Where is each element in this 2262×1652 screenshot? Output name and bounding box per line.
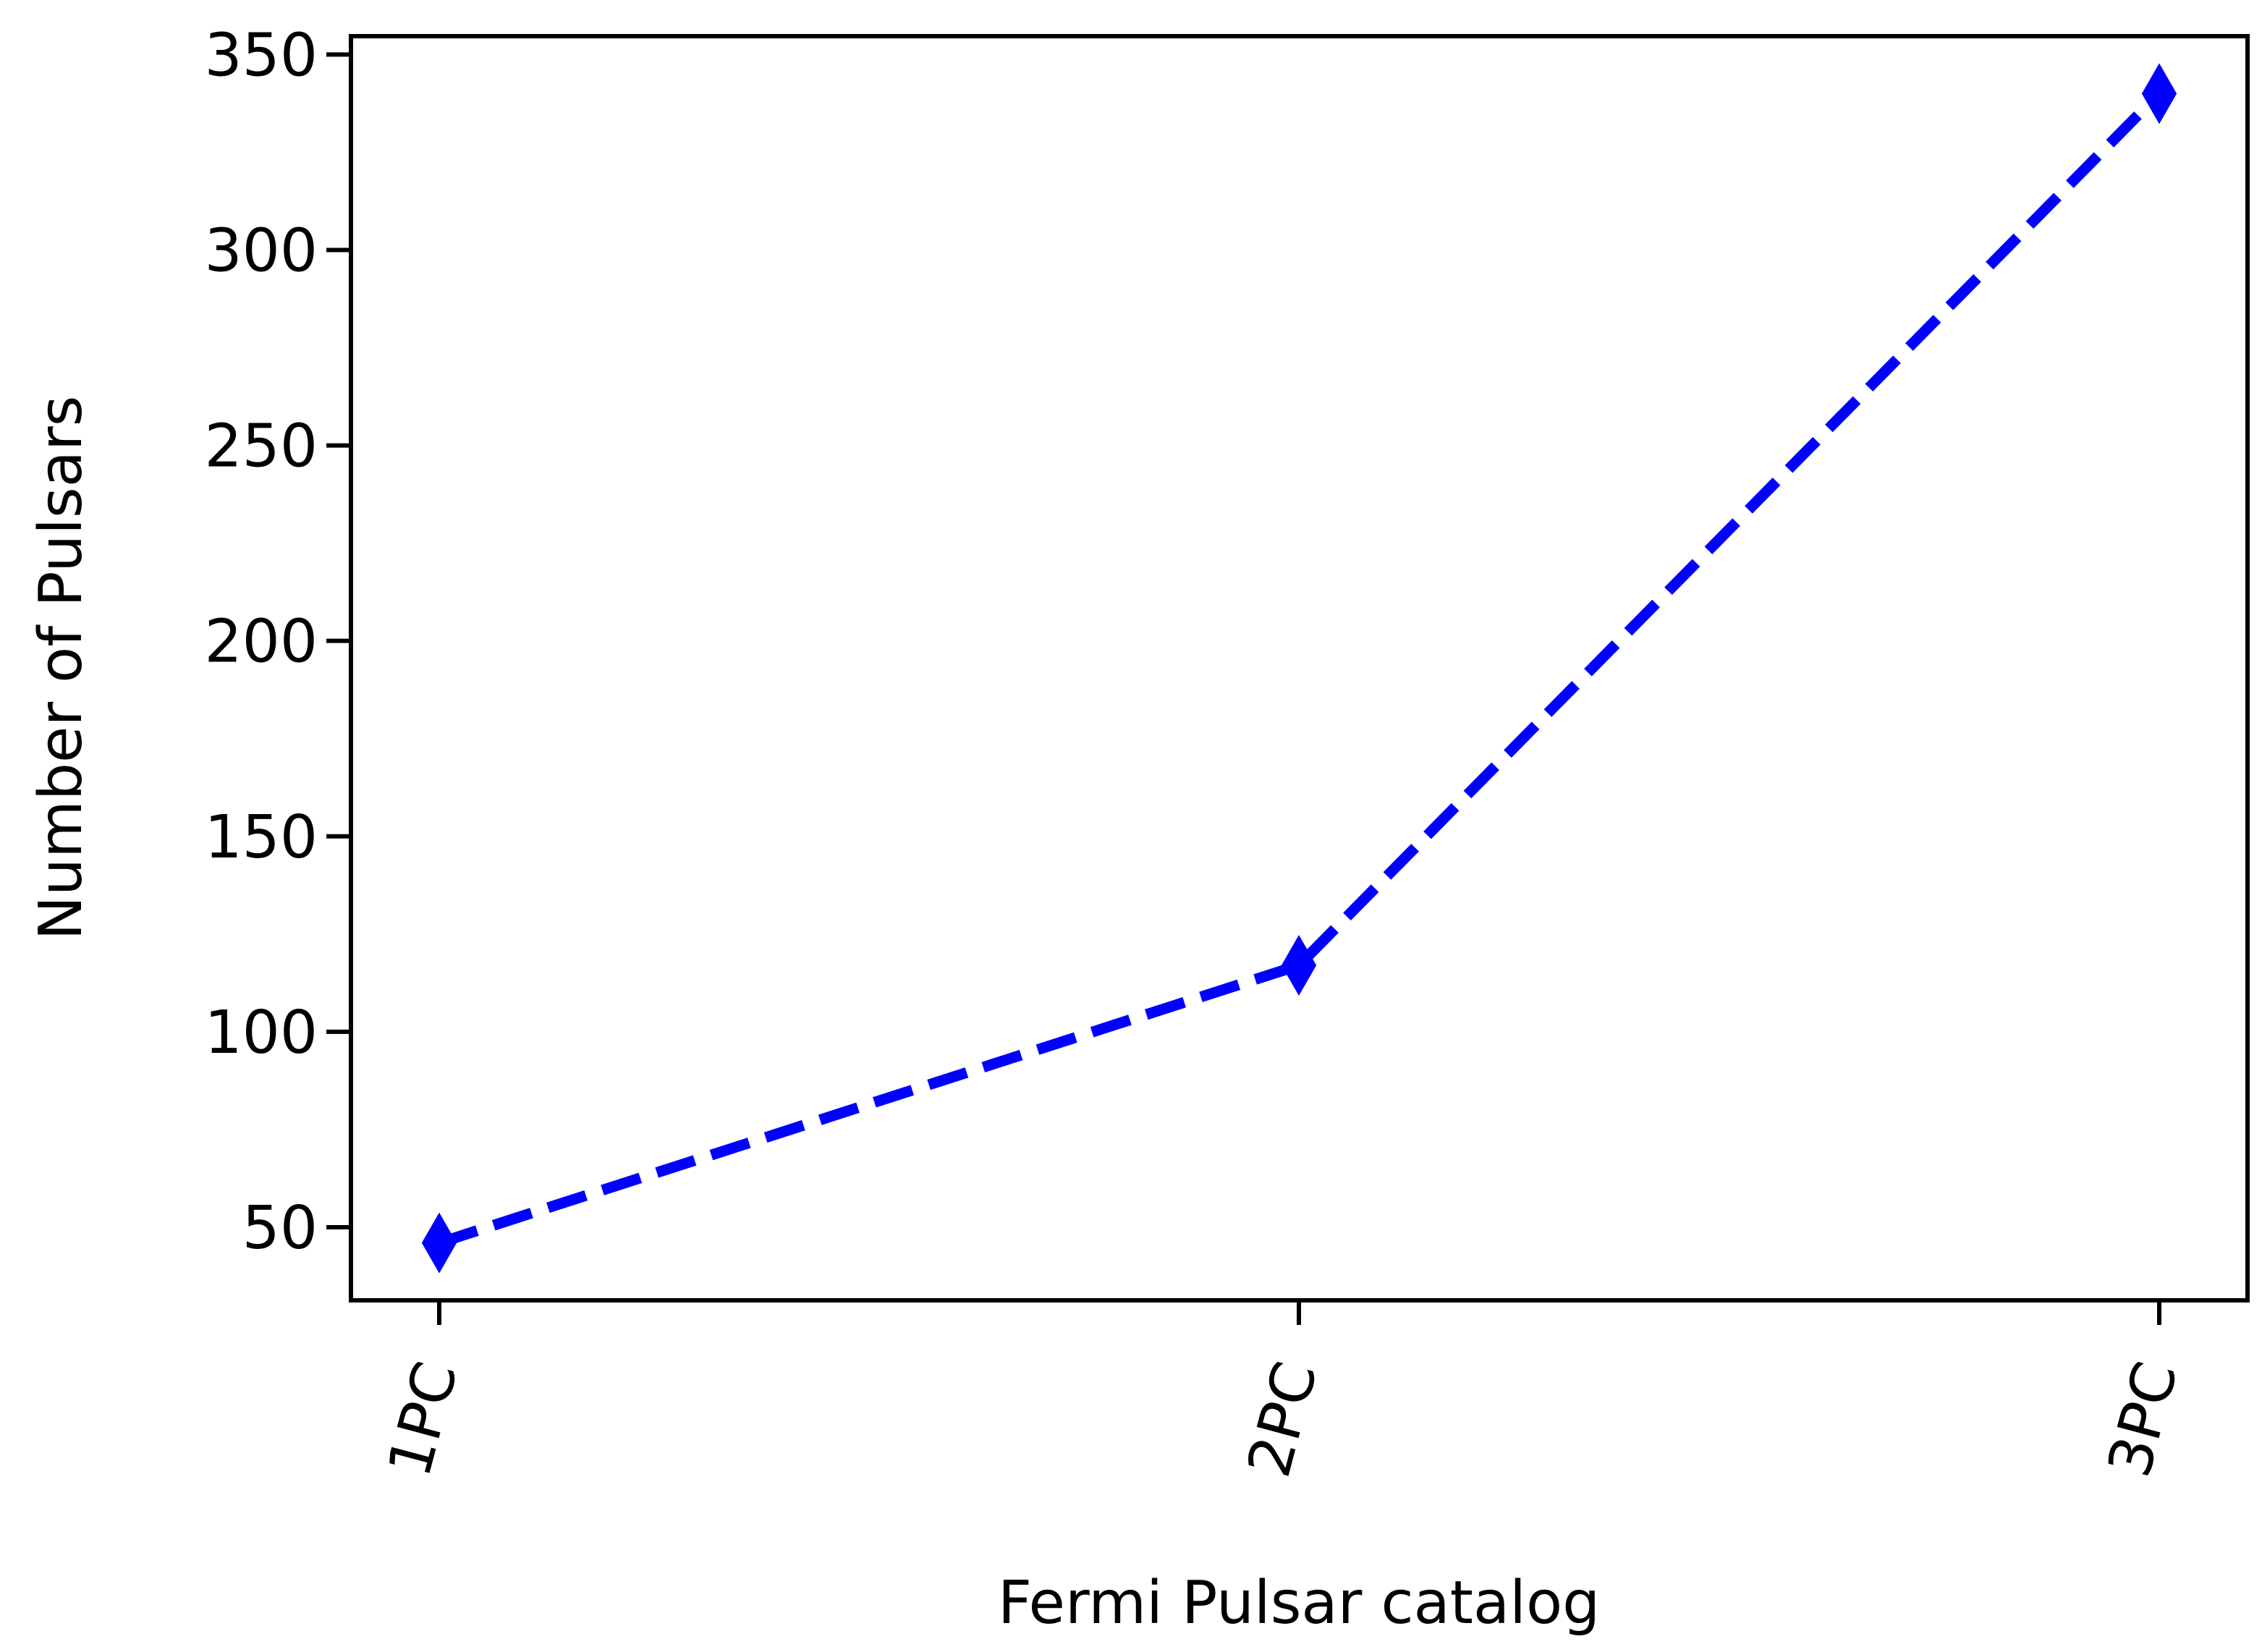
series-layer (421, 63, 2177, 1274)
y-tick-label: 250 (204, 412, 318, 481)
y-axis-title: Number of Pulsars (27, 396, 96, 941)
y-tick-label: 100 (204, 999, 318, 1067)
y-axis-ticks: 50 100 150 200 250 300 350 (204, 21, 351, 1263)
y-tick-label: 350 (204, 21, 318, 90)
data-point-1pc (421, 1212, 457, 1274)
plot-frame (349, 34, 2250, 1302)
x-axis-title: Fermi Pulsar catalog (998, 1569, 1600, 1638)
series-line (437, 90, 2164, 1248)
y-tick-label: 200 (204, 608, 318, 677)
y-tick-label: 50 (242, 1194, 318, 1263)
y-tick-label: 300 (204, 216, 318, 285)
data-point-2pc (1281, 935, 1317, 996)
x-axis-ticks: 1PC 2PC 3PC (375, 1300, 2191, 1484)
y-tick-label: 150 (204, 803, 318, 872)
data-point-3pc (2141, 63, 2177, 124)
